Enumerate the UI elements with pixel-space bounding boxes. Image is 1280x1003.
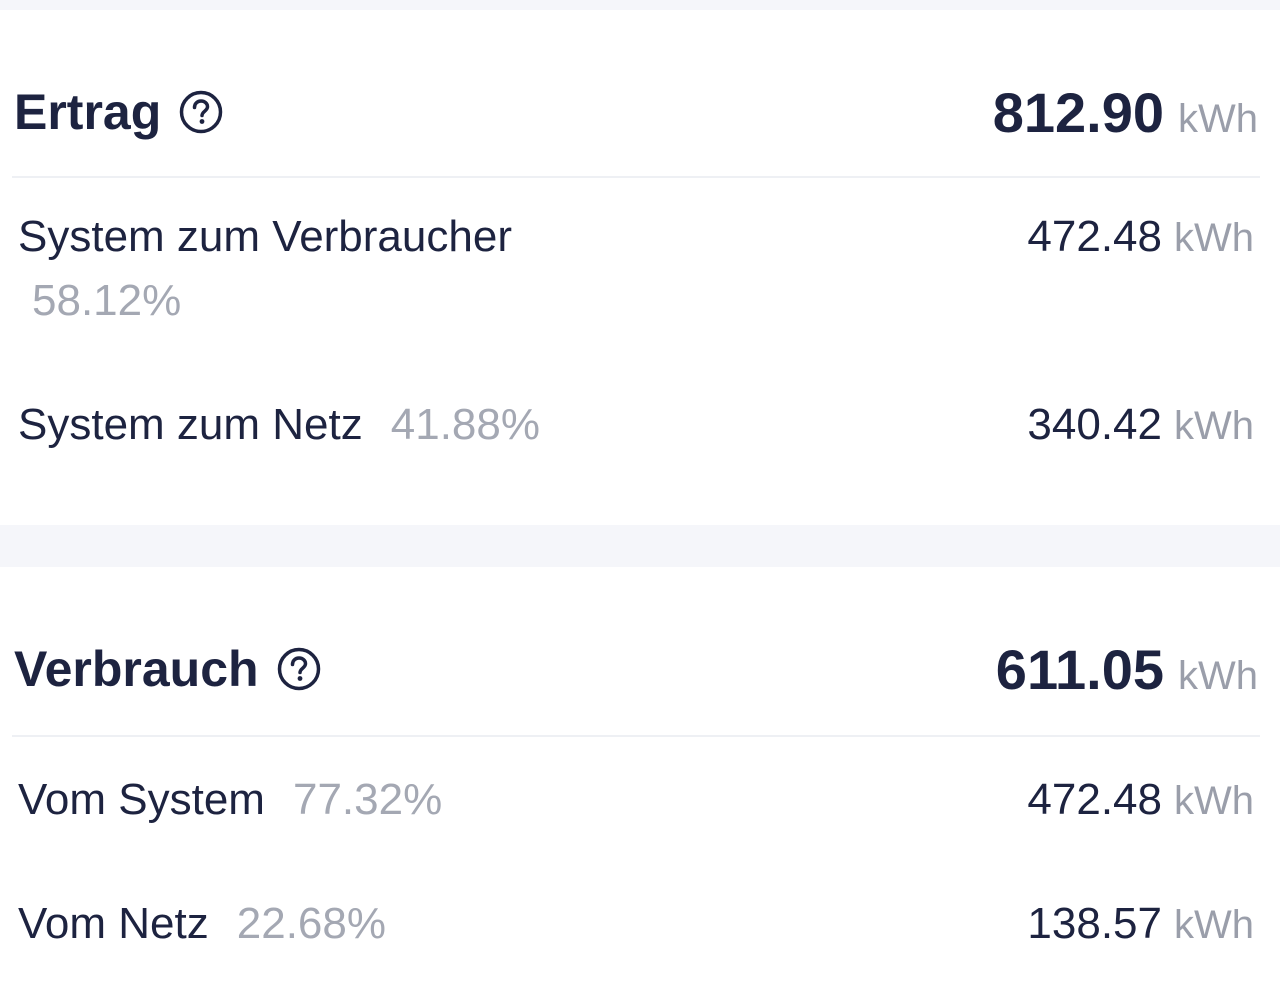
row-percent: 41.88% — [390, 400, 540, 449]
list-item: Vom System 77.32% 472.48 kWh — [18, 775, 1254, 825]
row-value: 138.57 — [1027, 899, 1162, 948]
row-label: System zum Netz — [18, 400, 363, 449]
question-circle-icon[interactable] — [179, 90, 223, 134]
ertrag-total-unit: kWh — [1178, 96, 1258, 141]
verbrauch-total-unit: kWh — [1178, 653, 1258, 698]
row-unit: kWh — [1174, 779, 1254, 823]
row-label-group: System zum Netz 41.88% — [18, 400, 540, 450]
ertrag-total-value: 812.90 — [992, 80, 1164, 144]
row-unit: kWh — [1174, 903, 1254, 947]
row-value-group: 340.42 kWh — [1027, 400, 1254, 450]
row-value: 472.48 — [1027, 775, 1162, 824]
row-unit: kWh — [1174, 404, 1254, 448]
row-value-group: 472.48 kWh — [1027, 212, 1254, 262]
question-circle-icon[interactable] — [277, 647, 321, 691]
row-percent: 58.12% — [32, 276, 182, 325]
row-unit: kWh — [1174, 216, 1254, 260]
row-label-group: Vom Netz 22.68% — [18, 899, 386, 949]
row-percent: 22.68% — [236, 899, 386, 948]
verbrauch-title: Verbrauch — [14, 641, 259, 697]
verbrauch-total-value: 611.05 — [995, 637, 1164, 701]
verbrauch-total: 611.05 kWh — [996, 637, 1258, 702]
list-item: System zum Verbraucher 58.12% 472.48 kWh — [18, 212, 1254, 326]
row-label: Vom System — [18, 775, 265, 824]
divider — [12, 735, 1260, 737]
ertrag-card: Ertrag 812.90 kWh System zum Verbraucher… — [0, 10, 1280, 525]
verbrauch-header: Verbrauch 611.05 kWh — [14, 629, 1258, 709]
row-value: 340.42 — [1027, 400, 1162, 449]
ertrag-total: 812.90 kWh — [993, 80, 1258, 145]
row-label-group: Vom System 77.32% — [18, 775, 442, 825]
verbrauch-card: Verbrauch 611.05 kWh Vom System 77.32% 4… — [0, 567, 1280, 1003]
row-label: System zum Verbraucher — [18, 212, 512, 261]
row-percent: 77.32% — [292, 775, 443, 824]
list-item: System zum Netz 41.88% 340.42 kWh — [18, 400, 1254, 450]
ertrag-header: Ertrag 812.90 kWh — [14, 72, 1258, 152]
ertrag-title-group: Ertrag — [14, 83, 223, 141]
row-label: Vom Netz — [18, 899, 209, 948]
divider — [12, 176, 1260, 178]
ertrag-title: Ertrag — [14, 84, 162, 140]
list-item: Vom Netz 22.68% 138.57 kWh — [18, 899, 1254, 949]
row-value: 472.48 — [1027, 212, 1162, 261]
verbrauch-title-group: Verbrauch — [14, 640, 321, 698]
row-label-group: System zum Verbraucher 58.12% — [18, 212, 675, 326]
row-value-group: 138.57 kWh — [1027, 899, 1254, 949]
row-value-group: 472.48 kWh — [1027, 775, 1254, 825]
